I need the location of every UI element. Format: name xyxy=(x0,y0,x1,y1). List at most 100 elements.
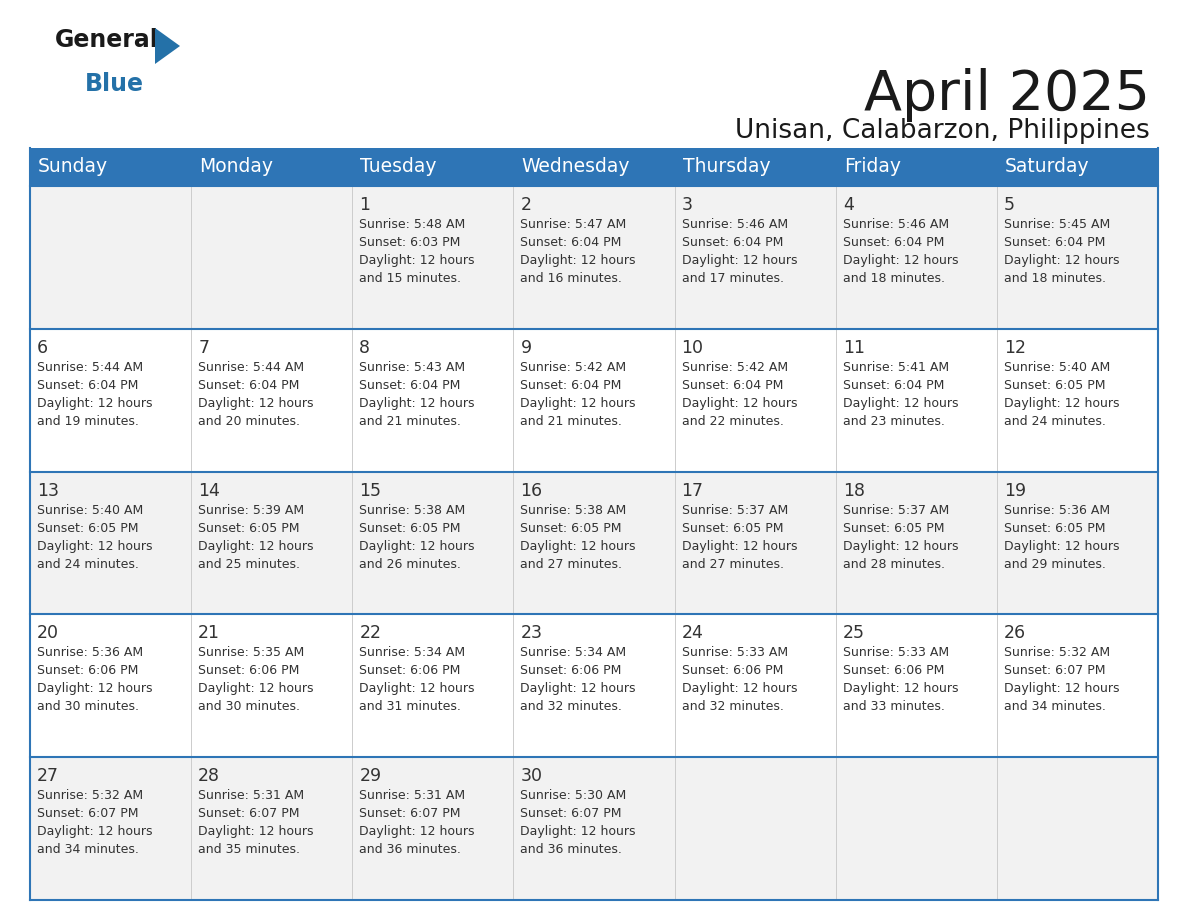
Text: Sunrise: 5:41 AM: Sunrise: 5:41 AM xyxy=(842,361,949,374)
Text: Daylight: 12 hours: Daylight: 12 hours xyxy=(359,682,475,696)
Text: and 15 minutes.: and 15 minutes. xyxy=(359,272,461,285)
Bar xyxy=(30,472,1158,614)
Text: Daylight: 12 hours: Daylight: 12 hours xyxy=(520,825,636,838)
Bar xyxy=(30,614,1158,757)
Text: Sunset: 6:04 PM: Sunset: 6:04 PM xyxy=(682,379,783,392)
Text: Sunrise: 5:31 AM: Sunrise: 5:31 AM xyxy=(198,789,304,802)
Text: 23: 23 xyxy=(520,624,543,643)
Text: and 28 minutes.: and 28 minutes. xyxy=(842,557,944,571)
Text: 7: 7 xyxy=(198,339,209,357)
Text: Thursday: Thursday xyxy=(683,158,770,176)
Text: 25: 25 xyxy=(842,624,865,643)
Text: and 30 minutes.: and 30 minutes. xyxy=(198,700,301,713)
Text: Friday: Friday xyxy=(843,158,901,176)
Text: Daylight: 12 hours: Daylight: 12 hours xyxy=(1004,540,1119,553)
Text: 15: 15 xyxy=(359,482,381,499)
Text: Daylight: 12 hours: Daylight: 12 hours xyxy=(359,540,475,553)
Text: 6: 6 xyxy=(37,339,49,357)
Text: Sunset: 6:05 PM: Sunset: 6:05 PM xyxy=(682,521,783,534)
Text: Sunrise: 5:37 AM: Sunrise: 5:37 AM xyxy=(842,504,949,517)
Text: Daylight: 12 hours: Daylight: 12 hours xyxy=(682,397,797,409)
Text: Sunset: 6:03 PM: Sunset: 6:03 PM xyxy=(359,236,461,249)
Text: Sunrise: 5:44 AM: Sunrise: 5:44 AM xyxy=(198,361,304,374)
Text: Daylight: 12 hours: Daylight: 12 hours xyxy=(37,540,152,553)
Text: Sunset: 6:07 PM: Sunset: 6:07 PM xyxy=(198,807,299,820)
Text: Daylight: 12 hours: Daylight: 12 hours xyxy=(520,682,636,696)
Text: Sunset: 6:06 PM: Sunset: 6:06 PM xyxy=(842,665,944,677)
Text: 13: 13 xyxy=(37,482,59,499)
Text: Sunset: 6:06 PM: Sunset: 6:06 PM xyxy=(359,665,461,677)
Text: and 29 minutes.: and 29 minutes. xyxy=(1004,557,1106,571)
Text: and 20 minutes.: and 20 minutes. xyxy=(198,415,301,428)
Text: 22: 22 xyxy=(359,624,381,643)
Text: 5: 5 xyxy=(1004,196,1015,214)
Text: Sunset: 6:04 PM: Sunset: 6:04 PM xyxy=(520,236,621,249)
Text: Daylight: 12 hours: Daylight: 12 hours xyxy=(842,682,959,696)
Text: 21: 21 xyxy=(198,624,220,643)
Text: and 24 minutes.: and 24 minutes. xyxy=(1004,415,1106,428)
Text: and 18 minutes.: and 18 minutes. xyxy=(842,272,944,285)
Text: 19: 19 xyxy=(1004,482,1026,499)
Text: Sunrise: 5:32 AM: Sunrise: 5:32 AM xyxy=(1004,646,1110,659)
Text: Daylight: 12 hours: Daylight: 12 hours xyxy=(682,682,797,696)
Text: Sunrise: 5:44 AM: Sunrise: 5:44 AM xyxy=(37,361,143,374)
Text: Daylight: 12 hours: Daylight: 12 hours xyxy=(37,682,152,696)
Text: Unisan, Calabarzon, Philippines: Unisan, Calabarzon, Philippines xyxy=(735,118,1150,144)
Text: and 18 minutes.: and 18 minutes. xyxy=(1004,272,1106,285)
Text: Sunrise: 5:32 AM: Sunrise: 5:32 AM xyxy=(37,789,143,802)
Text: Sunset: 6:04 PM: Sunset: 6:04 PM xyxy=(37,379,138,392)
Text: Sunset: 6:05 PM: Sunset: 6:05 PM xyxy=(842,521,944,534)
Text: Wednesday: Wednesday xyxy=(522,158,630,176)
Text: 28: 28 xyxy=(198,767,220,785)
Text: Daylight: 12 hours: Daylight: 12 hours xyxy=(198,825,314,838)
Text: Sunset: 6:05 PM: Sunset: 6:05 PM xyxy=(198,521,299,534)
Text: Sunrise: 5:35 AM: Sunrise: 5:35 AM xyxy=(198,646,304,659)
Text: and 25 minutes.: and 25 minutes. xyxy=(198,557,301,571)
Text: Sunrise: 5:42 AM: Sunrise: 5:42 AM xyxy=(682,361,788,374)
Text: Sunrise: 5:42 AM: Sunrise: 5:42 AM xyxy=(520,361,626,374)
Text: Sunrise: 5:34 AM: Sunrise: 5:34 AM xyxy=(520,646,626,659)
Text: Daylight: 12 hours: Daylight: 12 hours xyxy=(520,540,636,553)
Text: Sunrise: 5:36 AM: Sunrise: 5:36 AM xyxy=(37,646,143,659)
Bar xyxy=(30,757,1158,900)
Text: Sunrise: 5:39 AM: Sunrise: 5:39 AM xyxy=(198,504,304,517)
Text: 18: 18 xyxy=(842,482,865,499)
Text: and 23 minutes.: and 23 minutes. xyxy=(842,415,944,428)
Bar xyxy=(30,148,1158,186)
Text: and 30 minutes.: and 30 minutes. xyxy=(37,700,139,713)
Text: Daylight: 12 hours: Daylight: 12 hours xyxy=(359,825,475,838)
Text: 26: 26 xyxy=(1004,624,1026,643)
Text: and 32 minutes.: and 32 minutes. xyxy=(682,700,783,713)
Text: and 27 minutes.: and 27 minutes. xyxy=(682,557,784,571)
Text: Tuesday: Tuesday xyxy=(360,158,437,176)
Text: 20: 20 xyxy=(37,624,59,643)
Text: and 31 minutes.: and 31 minutes. xyxy=(359,700,461,713)
Text: Sunrise: 5:33 AM: Sunrise: 5:33 AM xyxy=(842,646,949,659)
Text: Sunset: 6:05 PM: Sunset: 6:05 PM xyxy=(1004,521,1105,534)
Text: Sunrise: 5:38 AM: Sunrise: 5:38 AM xyxy=(520,504,627,517)
Text: Sunset: 6:07 PM: Sunset: 6:07 PM xyxy=(1004,665,1105,677)
Polygon shape xyxy=(154,28,181,64)
Text: Blue: Blue xyxy=(86,72,144,96)
Text: Daylight: 12 hours: Daylight: 12 hours xyxy=(198,397,314,409)
Text: Sunrise: 5:46 AM: Sunrise: 5:46 AM xyxy=(842,218,949,231)
Text: Daylight: 12 hours: Daylight: 12 hours xyxy=(682,540,797,553)
Text: and 34 minutes.: and 34 minutes. xyxy=(1004,700,1106,713)
Text: 10: 10 xyxy=(682,339,703,357)
Text: and 26 minutes.: and 26 minutes. xyxy=(359,557,461,571)
Text: 12: 12 xyxy=(1004,339,1026,357)
Text: Sunrise: 5:34 AM: Sunrise: 5:34 AM xyxy=(359,646,466,659)
Bar xyxy=(30,186,1158,329)
Text: Sunday: Sunday xyxy=(38,158,108,176)
Text: and 24 minutes.: and 24 minutes. xyxy=(37,557,139,571)
Text: Monday: Monday xyxy=(200,158,273,176)
Text: Sunrise: 5:45 AM: Sunrise: 5:45 AM xyxy=(1004,218,1110,231)
Text: 30: 30 xyxy=(520,767,543,785)
Text: Daylight: 12 hours: Daylight: 12 hours xyxy=(37,825,152,838)
Text: Daylight: 12 hours: Daylight: 12 hours xyxy=(842,397,959,409)
Text: and 21 minutes.: and 21 minutes. xyxy=(359,415,461,428)
Text: Sunset: 6:05 PM: Sunset: 6:05 PM xyxy=(520,521,623,534)
Text: Daylight: 12 hours: Daylight: 12 hours xyxy=(1004,397,1119,409)
Text: Sunset: 6:05 PM: Sunset: 6:05 PM xyxy=(359,521,461,534)
Text: Daylight: 12 hours: Daylight: 12 hours xyxy=(842,540,959,553)
